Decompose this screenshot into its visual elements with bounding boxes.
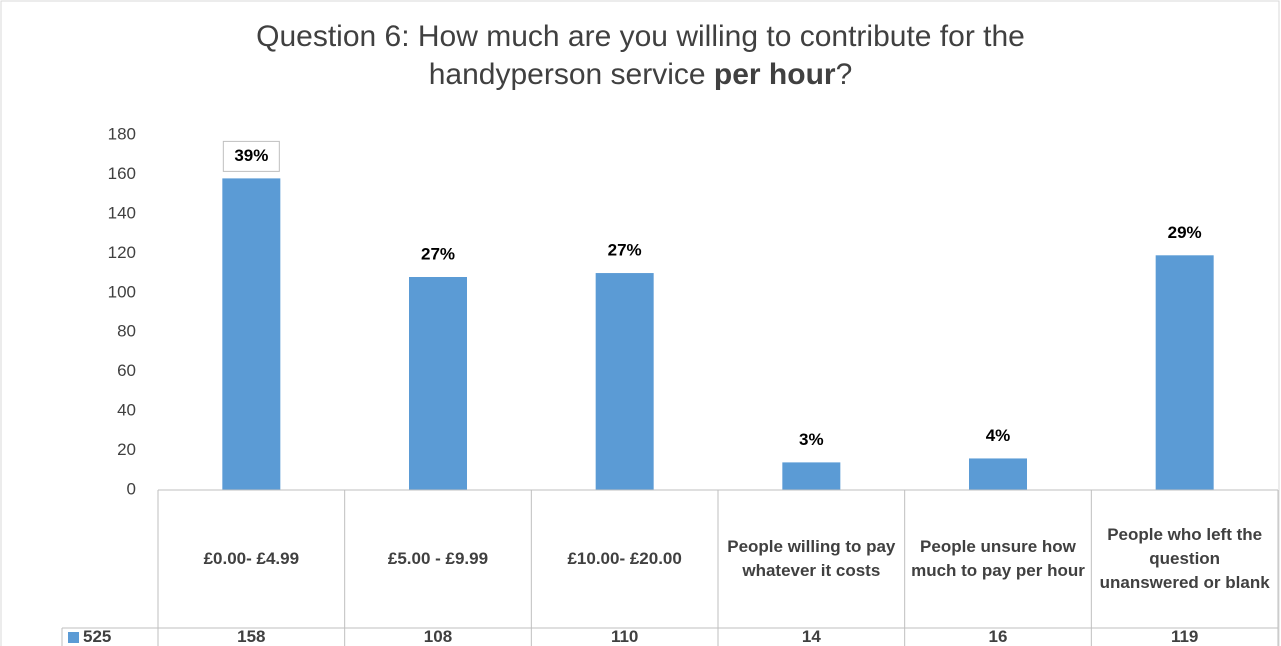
table-value: 158 bbox=[237, 627, 266, 646]
table-value: 110 bbox=[610, 627, 639, 646]
y-tick-label: 60 bbox=[117, 361, 136, 380]
y-tick-label: 160 bbox=[108, 164, 136, 183]
bar bbox=[1155, 255, 1214, 490]
table-value: 108 bbox=[423, 627, 453, 646]
legend-key bbox=[68, 631, 79, 643]
title-line: handyperson service per hour? bbox=[0, 56, 1281, 94]
table-value: 16 bbox=[988, 627, 1008, 646]
data-label: 29% bbox=[1168, 223, 1202, 242]
bar bbox=[409, 277, 467, 490]
data-label: 27% bbox=[608, 241, 642, 260]
bar bbox=[222, 178, 281, 490]
category-cell: £10.00- £20.00 bbox=[567, 549, 682, 568]
y-tick-label: 140 bbox=[108, 203, 136, 222]
title-text: handyperson service bbox=[428, 58, 706, 91]
y-tick-label: 40 bbox=[117, 401, 136, 420]
title-bold: per hour bbox=[713, 58, 836, 91]
category-cell: £0.00- £4.99 bbox=[203, 549, 300, 568]
chart-title: Question 6: How much are you willing to … bbox=[0, 18, 1281, 94]
bar bbox=[782, 462, 841, 490]
bar bbox=[969, 458, 1027, 490]
data-label-box bbox=[222, 140, 280, 172]
category-cell: People who left the question unanswered … bbox=[1099, 525, 1270, 592]
y-tick-label: 0 bbox=[127, 479, 136, 498]
data-label: 3% bbox=[799, 430, 824, 449]
legend-label: 525 bbox=[83, 627, 112, 646]
data-label: 39% bbox=[234, 146, 268, 165]
category-cell: £5.00 - £9.99 bbox=[387, 549, 489, 568]
table-value: 14 bbox=[801, 627, 821, 646]
y-tick-label: 20 bbox=[117, 440, 136, 459]
y-tick-label: 80 bbox=[117, 322, 136, 341]
title-line: Question 6: How much are you willing to … bbox=[256, 20, 1025, 53]
bar bbox=[595, 273, 654, 490]
legend-entry: 525 bbox=[62, 628, 158, 646]
title-text: ? bbox=[835, 58, 853, 91]
y-tick-label: 180 bbox=[108, 124, 136, 143]
data-label: 4% bbox=[986, 426, 1011, 445]
y-tick-label: 120 bbox=[108, 243, 136, 262]
y-tick-label: 100 bbox=[108, 282, 136, 301]
category-cell: People willing to pay whatever it costs bbox=[727, 537, 896, 580]
category-cell: People unsure how much to pay per hour bbox=[911, 537, 1085, 580]
table-value: 119 bbox=[1170, 627, 1199, 646]
data-label: 27% bbox=[421, 244, 455, 263]
